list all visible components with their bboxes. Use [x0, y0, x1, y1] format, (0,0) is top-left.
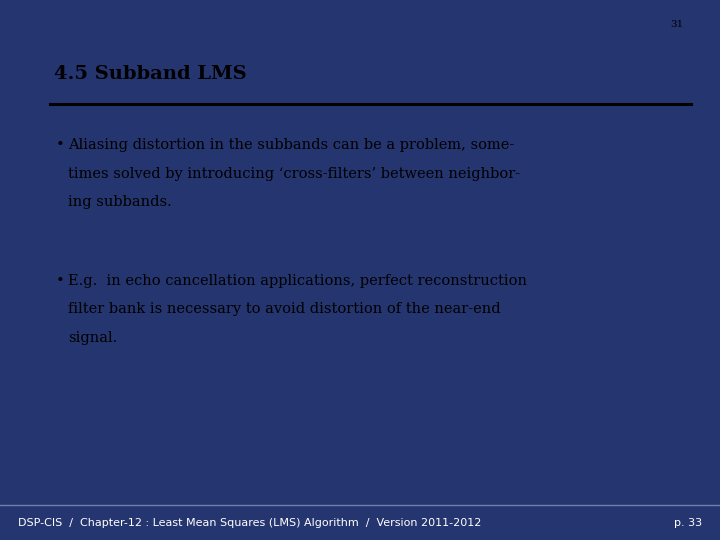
Text: •: • [56, 274, 65, 288]
Text: Aliasing distortion in the subbands can be a problem, some-: Aliasing distortion in the subbands can … [68, 138, 514, 152]
Text: p. 33: p. 33 [674, 518, 702, 528]
Text: DSP-CIS  /  Chapter-12 : Least Mean Squares (LMS) Algorithm  /  Version 2011-201: DSP-CIS / Chapter-12 : Least Mean Square… [18, 518, 482, 528]
Text: signal.: signal. [68, 331, 117, 345]
Text: filter bank is necessary to avoid distortion of the near-end: filter bank is necessary to avoid distor… [68, 302, 500, 316]
Text: times solved by introducing ‘cross-filters’ between neighbor-: times solved by introducing ‘cross-filte… [68, 167, 520, 181]
Text: 31: 31 [670, 21, 684, 29]
Text: •: • [56, 138, 65, 152]
Text: 4.5 Subband LMS: 4.5 Subband LMS [54, 65, 246, 83]
Text: E.g.  in echo cancellation applications, perfect reconstruction: E.g. in echo cancellation applications, … [68, 274, 527, 288]
Text: ing subbands.: ing subbands. [68, 195, 171, 210]
